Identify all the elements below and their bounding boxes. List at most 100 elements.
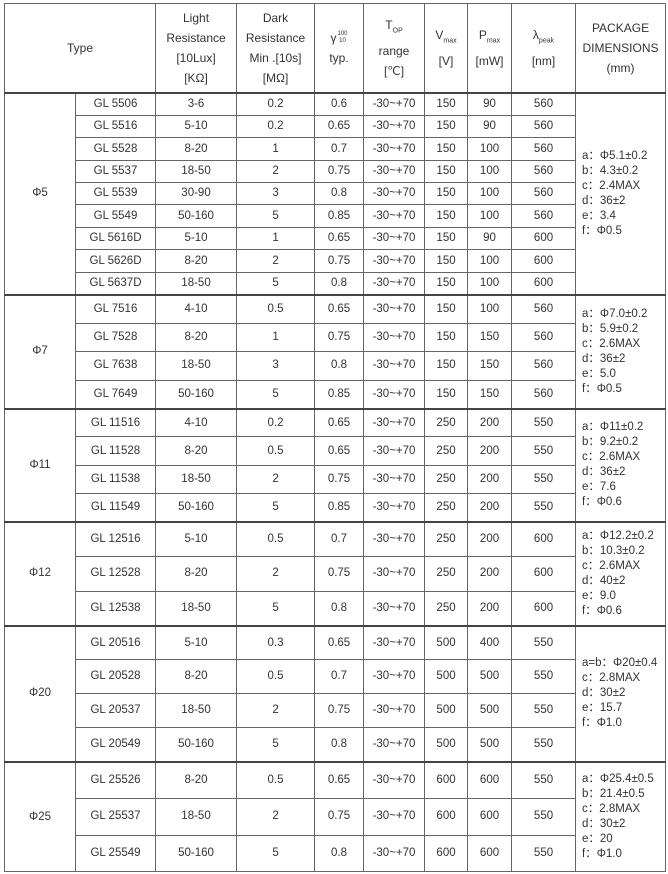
cell-temp-range: -30~+70 (363, 137, 426, 161)
cell-vmax: 150 (424, 379, 469, 410)
cell-lambda-peak: 560 (511, 379, 577, 410)
cell-vmax: 150 (424, 351, 469, 381)
cell-pmax: 100 (467, 293, 513, 324)
cell-gamma: 0.65 (314, 114, 365, 139)
package-size: Φ20 (4, 624, 76, 763)
cell-dark-resistance: 2 (236, 249, 316, 273)
cell-pmax: 500 (467, 727, 513, 763)
cell-gamma: 0.7 (314, 137, 365, 161)
cell-gamma: 0.85 (314, 204, 365, 228)
cell-light-resistance: 8-20 (155, 436, 238, 466)
cell-light-resistance: 18-50 (155, 159, 238, 184)
cell-lambda-peak: 550 (511, 464, 577, 494)
h-text: Min .[10s] (249, 51, 302, 65)
cell-temp-range: -30~+70 (363, 624, 426, 661)
cell-pmax: 150 (467, 379, 513, 410)
dimension-line: a：Φ7.0±0.2 (582, 307, 648, 320)
dimension-line: b：21.4±0.5 (582, 788, 645, 801)
dimension-line: c：2.8MAX (582, 672, 641, 685)
cell-gamma: 0.65 (314, 226, 365, 251)
cell-model: GL 5528 (74, 137, 157, 161)
cell-light-resistance: 18-50 (155, 464, 238, 494)
dimension-line: d：36±2 (582, 194, 626, 207)
cell-lambda-peak: 550 (511, 436, 577, 466)
header-dark-resistance: Dark Resistance Min .[10s] [MΩ] (236, 3, 316, 94)
cell-light-resistance: 8-20 (155, 322, 238, 353)
cell-vmax: 250 (424, 407, 469, 438)
package-dimensions: a：Φ5.1±0.2 b：4.3±0.2 c：2.4MAX d：36±2 e：3.4 f：… (575, 92, 667, 296)
cell-pmax: 150 (467, 351, 513, 381)
cell-lambda-peak: 600 (511, 555, 577, 592)
cell-temp-range: -30~+70 (363, 436, 426, 466)
h-text: γ (330, 31, 337, 45)
cell-dark-resistance: 2 (236, 464, 316, 494)
cell-vmax: 150 (424, 182, 469, 206)
cell-lambda-peak: 560 (511, 137, 577, 161)
header-vmax: Vmax [V] (424, 3, 469, 94)
cell-lambda-peak: 560 (511, 159, 577, 184)
dimension-line: e：7.6 (582, 481, 616, 494)
cell-dark-resistance: 0.3 (236, 624, 316, 661)
cell-vmax: 150 (424, 137, 469, 161)
cell-model: GL 12528 (74, 555, 157, 592)
dimension-line: a=b：Φ20±0.4 (582, 657, 658, 670)
cell-temp-range: -30~+70 (363, 760, 426, 799)
cell-pmax: 100 (467, 159, 513, 184)
cell-temp-range: -30~+70 (363, 379, 426, 410)
cell-vmax: 500 (424, 693, 469, 729)
h-text: [KΩ] (184, 71, 208, 85)
cell-pmax: 150 (467, 322, 513, 353)
cell-vmax: 150 (424, 322, 469, 353)
cell-vmax: 150 (424, 91, 469, 116)
package-dimensions: a：Φ25.4±0.5 b：21.4±0.5 c：2.8MAX d：30±2 e：20 f… (575, 760, 667, 873)
table-row: Φ12 GL 12516 5-10 0.5 0.7 -30~+70 250 200 600 a：Φ… (4, 520, 667, 627)
cell-light-resistance: 4-10 (155, 293, 238, 324)
cell-gamma: 0.75 (314, 249, 365, 273)
package-size: Φ25 (4, 760, 76, 873)
cell-dark-resistance: 5 (236, 834, 316, 873)
cell-gamma: 0.65 (314, 760, 365, 799)
cell-gamma: 0.75 (314, 797, 365, 836)
cell-vmax: 150 (424, 271, 469, 296)
cell-lambda-peak: 560 (511, 322, 577, 353)
dimension-line: d：30±2 (582, 818, 626, 831)
cell-dark-resistance: 0.5 (236, 293, 316, 324)
header-row: Type Light Resistance [10Lux] [KΩ] Dark … (3, 3, 667, 94)
h-text: [mW] (475, 54, 504, 69)
table-row: GL 5539 30-90 3 0.8 -30~+70 150 100 560 (5, 182, 666, 206)
cell-pmax: 500 (467, 659, 513, 695)
h-text: Resistance (245, 31, 306, 45)
cell-vmax: 250 (424, 492, 469, 523)
table-row: GL 5549 50-160 5 0.85 -30~+70 150 100 560 (5, 204, 666, 228)
dimension-line: e：3.4 (582, 209, 616, 222)
cell-dark-resistance: 1 (236, 226, 316, 251)
cell-lambda-peak: 600 (511, 226, 577, 251)
h-text: [nm] (531, 54, 556, 69)
cell-lambda-peak: 550 (511, 727, 577, 763)
table-row: Φ20 GL 20516 5-10 0.3 0.65 -30~+70 500 400 550 a=… (4, 624, 667, 763)
cell-lambda-peak: 550 (511, 834, 577, 873)
table-row: GL 5616D 5-10 1 0.65 -30~+70 150 90 600 (5, 226, 666, 251)
cell-lambda-peak: 550 (511, 760, 577, 799)
cell-gamma: 0.6 (314, 91, 365, 116)
cell-model: GL 5637D (74, 271, 157, 296)
header-pmax: Pmax [mW] (467, 3, 513, 94)
dimension-line: f：Φ0.5 (582, 224, 622, 237)
cell-model: GL 5537 (74, 159, 157, 184)
cell-gamma: 0.75 (314, 693, 365, 729)
cell-dark-resistance: 5 (236, 727, 316, 763)
cell-pmax: 500 (467, 693, 513, 729)
table-row: GL 12538 18-50 5 0.8 -30~+70 250 200 600 (5, 590, 666, 627)
cell-model: GL 12538 (74, 590, 157, 627)
h-text: P (478, 27, 487, 42)
h-text: DIMENSIONS (582, 41, 659, 55)
cell-pmax: 90 (467, 91, 513, 116)
header-package-dimensions: PACKAGE DIMENSIONS (mm) (575, 3, 667, 94)
header-type: Type (3, 3, 157, 94)
cell-temp-range: -30~+70 (363, 226, 426, 251)
h-text: [MΩ] (262, 71, 289, 85)
cell-temp-range: -30~+70 (363, 727, 426, 763)
cell-model: GL 5516 (74, 114, 157, 139)
cell-model: GL 5539 (74, 182, 157, 206)
dimension-line: f：Φ0.5 (582, 382, 622, 395)
